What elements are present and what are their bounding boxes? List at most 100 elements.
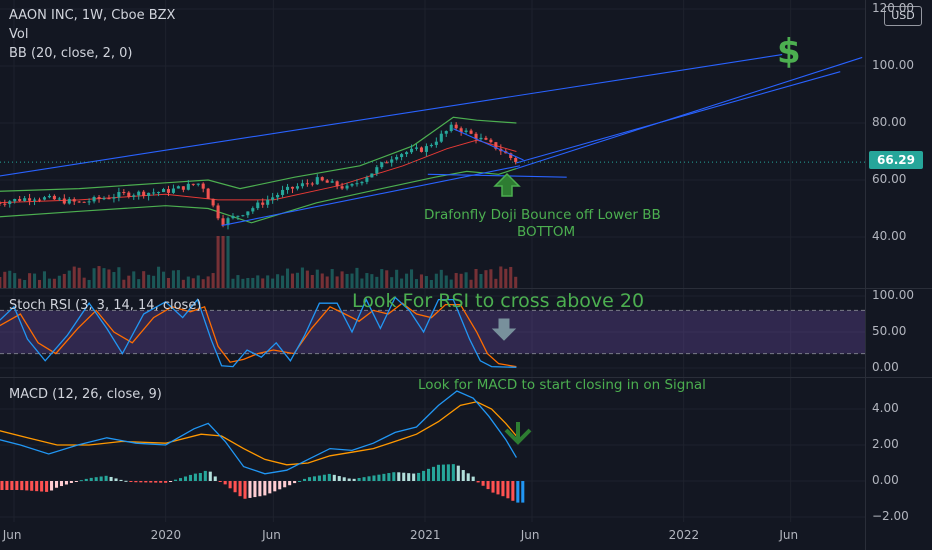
bb-basis-line [0, 139, 517, 204]
volume-bar [261, 278, 265, 288]
macd-histogram-bar [74, 481, 78, 482]
volume-bar [13, 273, 17, 288]
candle-body [285, 186, 290, 190]
macd-histogram-bar [139, 481, 143, 483]
macd-histogram-bar [441, 464, 445, 481]
macd-histogram-bar [337, 476, 341, 481]
candle-body [112, 197, 116, 199]
candle-body [47, 195, 51, 198]
candle-body [509, 153, 513, 159]
volume-bar [499, 266, 503, 288]
volume-bar [325, 276, 329, 288]
volume-bar [241, 278, 245, 288]
candle-body [97, 197, 101, 199]
macd-line [0, 390, 517, 475]
candle-body [77, 201, 81, 203]
volume-bar [97, 266, 101, 288]
volume-bar [419, 274, 423, 288]
volume-bar [335, 276, 339, 288]
candle-body [37, 199, 42, 201]
doji-annotation-line2: BOTTOM [517, 224, 576, 240]
macd-histogram-bar [40, 481, 44, 492]
trendline [516, 71, 841, 164]
volume-bar [300, 267, 304, 288]
macd-histogram-bar [362, 477, 366, 481]
macd-histogram-bar [382, 473, 386, 481]
volume-bar [355, 267, 359, 288]
candle-body [474, 133, 478, 140]
volume-bar [166, 277, 171, 288]
volume-bar [504, 268, 508, 288]
candle-body [390, 159, 394, 163]
macd-histogram-bar [397, 472, 401, 481]
macd-histogram-bar [342, 477, 346, 481]
candle-body [281, 189, 285, 195]
volume-bar [360, 278, 364, 288]
candle-body [340, 186, 344, 189]
symbol-title: AAON INC, 1W, Cboe BZX [9, 8, 176, 23]
macd-histogram-bar [218, 481, 222, 482]
candle-body [102, 198, 106, 200]
x-tick-label: Jun [779, 528, 799, 542]
macd-histogram-bar [149, 481, 153, 483]
candle-body [424, 146, 428, 152]
candle-body [305, 183, 309, 185]
macd-histogram-bar [407, 473, 411, 481]
volume-bar [509, 266, 513, 288]
candle-body [122, 192, 126, 194]
volume-bar [52, 278, 56, 288]
candle-body [310, 183, 314, 185]
y-tick-label: 0.00 [872, 473, 899, 487]
candle-body [345, 185, 349, 189]
macd-histogram-bar [134, 481, 138, 483]
volume-bar [62, 273, 66, 288]
macd-histogram-bar [481, 481, 485, 486]
currency-button[interactable]: USD [884, 6, 922, 26]
candle-body [166, 189, 171, 193]
macd-histogram-bar [317, 475, 321, 481]
volume-bar [375, 276, 379, 288]
volume-bar [33, 273, 37, 288]
macd-histogram-bar [129, 481, 133, 482]
last-price-label: 66.29 [869, 151, 923, 169]
candle-body [419, 147, 423, 152]
candle-body [72, 199, 76, 202]
stoch-k-line [0, 296, 517, 368]
macd-histogram-bar [228, 481, 232, 489]
candle-body [335, 181, 339, 187]
candle-body [370, 173, 374, 178]
volume-bar [221, 236, 225, 288]
candle-body [211, 198, 215, 206]
volume-bar [216, 236, 220, 288]
volume-bar [127, 275, 131, 288]
macd-histogram-bar [412, 473, 416, 481]
volume-bar [72, 266, 76, 288]
candle-body [142, 191, 146, 196]
volume-bar [514, 276, 518, 288]
bb-legend: BB (20, close, 2, 0) [9, 46, 133, 61]
volume-bar [340, 271, 344, 288]
volume-bar [77, 267, 81, 288]
volume-bar [181, 279, 185, 288]
y-tick-label: 0.00 [872, 360, 899, 374]
indicator-lines [0, 296, 517, 475]
volume-bar [350, 273, 354, 288]
macd-histogram-bar [15, 481, 19, 490]
volume-bar [405, 273, 409, 288]
candle-body [176, 186, 180, 189]
volume-bar [107, 269, 111, 288]
y-tick-label: 60.00 [872, 172, 907, 186]
macd-histogram-bar [417, 472, 421, 481]
volume-bar [191, 278, 195, 288]
macd-down-arrow-icon [504, 422, 532, 445]
macd-histogram-bar [506, 481, 510, 499]
candle-body [385, 162, 389, 164]
macd-histogram-bar [89, 477, 93, 481]
volume-bar [310, 274, 314, 288]
macd-histogram-bar [476, 481, 480, 483]
macd-histogram-bar [248, 481, 252, 498]
macd-histogram-bar [169, 481, 173, 482]
candle-body [201, 183, 205, 189]
volume-bar [305, 270, 309, 288]
